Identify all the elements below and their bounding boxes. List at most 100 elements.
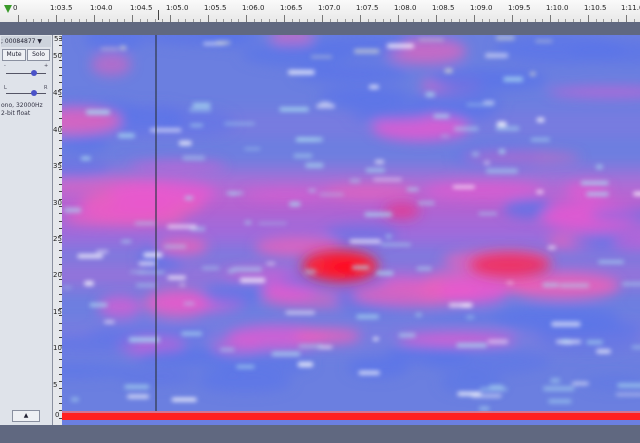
spectral-patch <box>564 182 610 200</box>
spectral-streak <box>452 185 476 189</box>
spectral-streak <box>225 191 244 195</box>
spectral-patch <box>323 224 399 245</box>
gain-slider[interactable] <box>6 70 46 76</box>
spectral-streak <box>542 282 559 288</box>
track-name-menu[interactable]: ; 00084877 ▼ <box>1 36 51 47</box>
scale-tick <box>59 213 62 215</box>
ruler-minor-tick <box>78 19 80 22</box>
ruler-minor-tick <box>109 19 111 22</box>
mute-button[interactable]: Mute <box>2 49 26 61</box>
scale-tick <box>59 235 62 237</box>
spectral-patch <box>547 86 640 98</box>
spectral-streak <box>536 117 545 122</box>
spectral-streak <box>244 147 261 150</box>
ruler-label: 1:11.0 <box>621 4 640 12</box>
spectral-streak <box>304 269 317 275</box>
pan-slider-knob[interactable] <box>31 90 37 96</box>
spectral-patch <box>321 184 417 200</box>
ruler-minor-tick <box>139 19 141 22</box>
spectrogram-canvas[interactable] <box>62 35 640 425</box>
ruler-minor-tick <box>177 19 179 22</box>
ruler-tick <box>474 15 475 22</box>
spectral-streak <box>134 221 156 225</box>
ruler-minor-tick <box>154 19 156 22</box>
track-control-panel[interactable]: ; 00084877 ▼ Mute Solo - + L R ono, 3200… <box>0 35 53 425</box>
edit-cursor-marker <box>158 10 159 20</box>
gain-slider-knob[interactable] <box>31 70 37 76</box>
scale-tick <box>59 147 62 149</box>
ruler-minor-tick <box>162 19 164 22</box>
spectral-patch <box>84 35 146 52</box>
spectral-streak <box>418 38 444 41</box>
spectral-streak <box>288 70 315 75</box>
ruler-minor-tick <box>116 19 118 22</box>
ruler-minor-tick <box>367 19 369 22</box>
spectral-patch <box>589 209 640 222</box>
scale-tick <box>59 359 62 361</box>
spectral-streak <box>103 320 115 323</box>
ruler-minor-tick <box>344 19 346 22</box>
scale-tick <box>59 344 62 346</box>
spectral-patch <box>461 151 581 164</box>
ruler-tick <box>360 15 361 22</box>
spectral-streak <box>456 343 487 348</box>
spectral-streak <box>536 190 544 194</box>
scale-tick <box>59 111 62 112</box>
bottom-bar <box>0 425 640 443</box>
scale-tick <box>59 278 62 280</box>
ruler-minor-tick <box>261 19 263 22</box>
spectral-streak <box>495 126 520 131</box>
scale-tick <box>59 67 62 69</box>
spectral-streak <box>316 104 335 109</box>
ruler-label: 1:08.5 <box>432 4 455 12</box>
spectral-patch <box>311 35 408 58</box>
scale-tick <box>59 315 62 317</box>
scale-tick <box>59 366 62 368</box>
spectral-streak <box>135 283 157 288</box>
spectral-streak <box>163 244 187 249</box>
ruler-minor-tick <box>223 19 225 22</box>
ruler-minor-tick <box>466 19 468 22</box>
spectral-streak <box>365 168 386 173</box>
spectral-streak <box>368 85 380 89</box>
scale-tick <box>59 176 62 178</box>
ruler-minor-tick <box>542 19 544 22</box>
scale-tick <box>59 169 62 171</box>
spectral-streak <box>184 196 194 200</box>
ruler-minor-tick <box>610 19 612 22</box>
ruler-minor-tick <box>382 19 384 22</box>
spectral-patch <box>439 277 509 305</box>
ruler-minor-tick <box>489 19 491 22</box>
spectral-streak <box>244 220 252 225</box>
spectral-streak <box>189 107 212 112</box>
spectral-streak <box>279 107 309 112</box>
collapse-track-button[interactable]: ▲ <box>12 410 40 422</box>
spectral-streak <box>440 134 450 138</box>
spectral-patch <box>62 158 111 180</box>
spectrogram-view[interactable] <box>62 35 640 425</box>
ruler-minor-tick <box>565 19 567 22</box>
pan-right-label: R <box>44 85 48 91</box>
spectral-streak <box>319 193 344 196</box>
ruler-gap <box>0 22 640 32</box>
ruler-minor-tick <box>147 19 149 22</box>
pan-slider[interactable] <box>6 90 46 96</box>
spectral-streak <box>597 260 625 264</box>
solo-button[interactable]: Solo <box>27 49 50 61</box>
spectral-streak <box>596 349 611 354</box>
scale-tick <box>59 154 62 156</box>
spectral-streak <box>297 361 314 367</box>
gain-minus-label: - <box>4 63 6 69</box>
scale-tick <box>59 381 62 383</box>
scale-tick <box>59 184 62 185</box>
spectral-streak <box>85 109 110 115</box>
ruler-minor-tick <box>101 19 103 22</box>
ruler-minor-tick <box>481 19 483 22</box>
spectral-streak <box>236 365 255 369</box>
spectral-streak <box>80 156 91 161</box>
ruler-minor-tick <box>48 19 50 22</box>
scale-label: 45 <box>53 89 62 97</box>
spectral-patch <box>372 114 469 141</box>
timeline-ruler[interactable]: 0 1:03.5 1:04.0 1:04.5 1:05.0 1:05.5 1:0… <box>0 0 640 23</box>
play-head-icon[interactable] <box>4 5 12 13</box>
